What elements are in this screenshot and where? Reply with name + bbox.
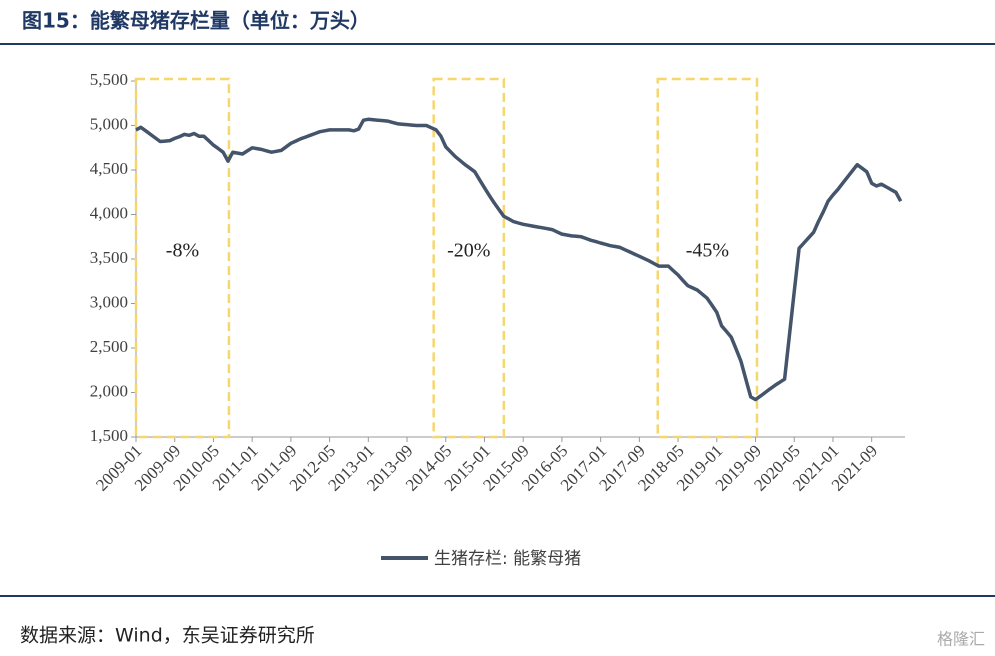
y-tick-label: 4,500 [90,159,128,178]
highlight-box [656,77,759,439]
y-tick-label: 4,000 [90,203,128,222]
y-tick-label: 3,000 [90,292,128,311]
highlight-box [134,77,231,439]
annotation: -20% [447,240,490,262]
annotation: -45% [686,240,729,262]
highlight-box [432,77,506,439]
data-line [135,117,903,402]
y-tick-label: 3,500 [90,248,128,267]
y-tick-label: 1,500 [90,426,128,445]
source-note: 数据来源：Wind，东吴证券研究所 [20,625,315,647]
y-tick-label: 5,000 [90,114,128,133]
chart-title: 图15：能繁母猪存栏量（单位：万头） [22,9,370,33]
watermark: 格隆汇 [937,630,985,649]
legend-label: 生猪存栏: 能繁母猪 [434,549,581,569]
annotation: -8% [166,240,199,262]
y-tick-label: 5,500 [90,70,128,89]
y-tick-label: 2,500 [90,337,128,356]
y-tick-label: 2,000 [90,381,128,400]
